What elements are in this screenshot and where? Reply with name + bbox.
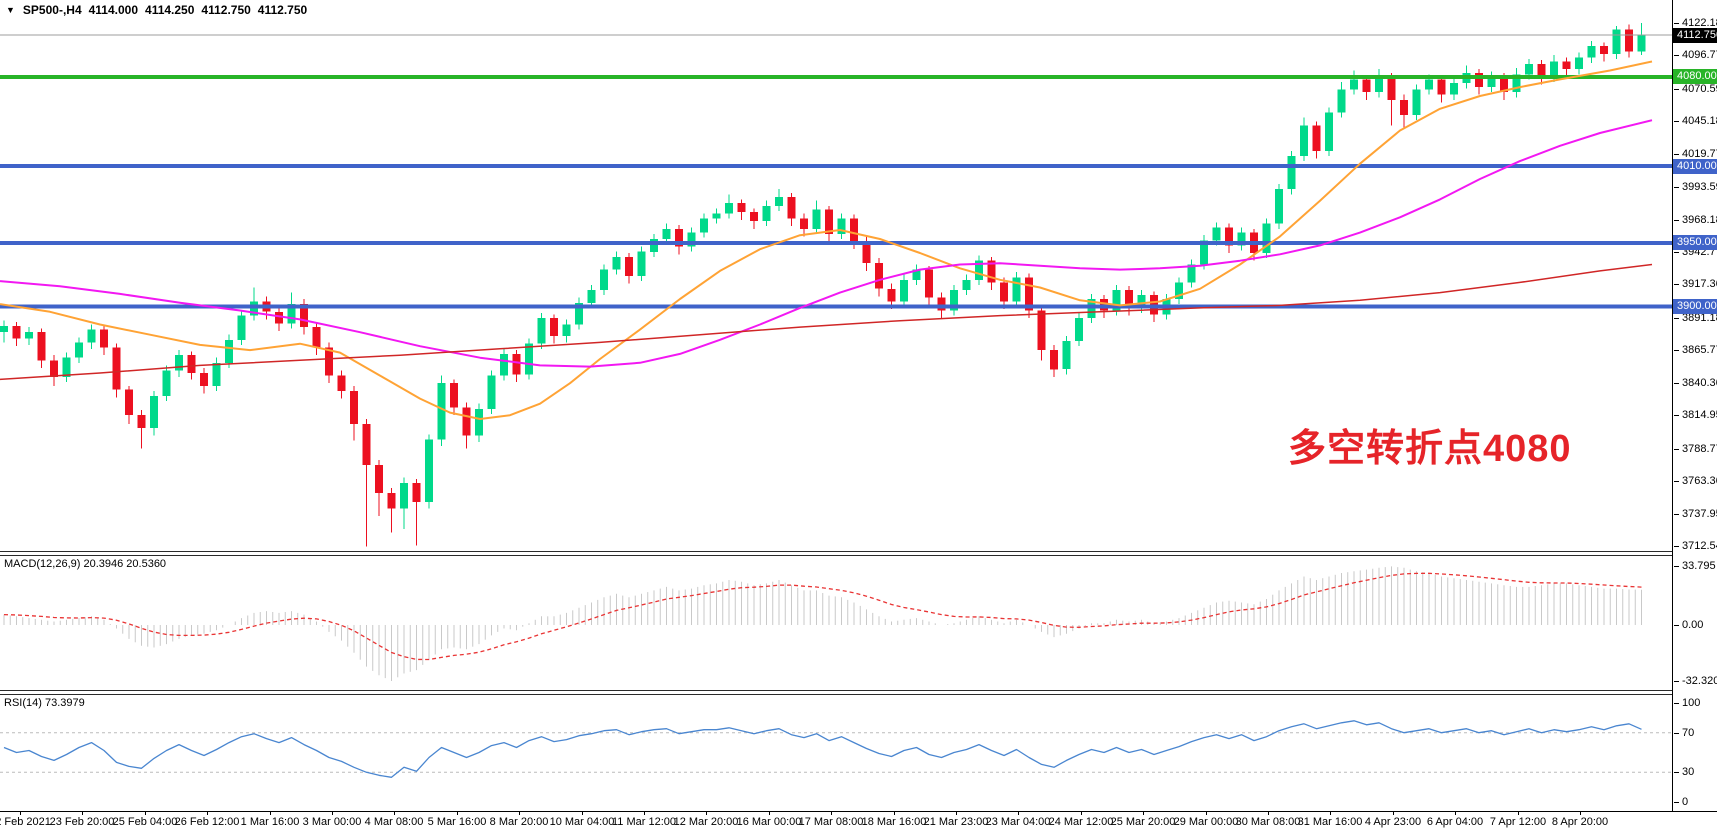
price-tick-label: 4019.770 [1674, 147, 1717, 161]
price-tick-label: 3993.590 [1674, 180, 1717, 194]
time-tick [1518, 812, 1519, 815]
time-tick [1455, 812, 1456, 815]
rsi-tick-label: 70 [1673, 727, 1695, 739]
symbol-info-bar: ▼ SP500-,H4 4114.000 4114.250 4112.750 4… [6, 2, 307, 18]
time-label: 24 Mar 12:00 [1048, 816, 1114, 828]
time-label: 31 Mar 16:00 [1297, 816, 1363, 828]
time-label: 29 Mar 00:00 [1173, 816, 1239, 828]
time-label: 10 Mar 04:00 [549, 816, 615, 828]
time-label: 23 Mar 04:00 [985, 816, 1051, 828]
price-tick-label: 3840.360 [1674, 376, 1717, 390]
macd-tick-label: 0.00 [1673, 619, 1704, 631]
time-label: 23 Feb 20:00 [49, 816, 115, 828]
time-tick [457, 812, 458, 815]
time-tick [207, 812, 208, 815]
time-tick [1330, 812, 1331, 815]
time-label: 7 Apr 12:00 [1489, 816, 1547, 828]
panel-separator[interactable] [0, 551, 1672, 556]
price-tick-label: 3763.360 [1674, 474, 1717, 488]
time-label: 3 Mar 00:00 [302, 816, 362, 828]
time-tick [706, 812, 707, 815]
time-tick [1143, 812, 1144, 815]
ohlc-close: 4112.750 [257, 3, 308, 17]
price-badge: 4080.000 [1673, 69, 1717, 84]
symbol-name: SP500-,H4 [22, 3, 82, 17]
time-label: 8 Mar 20:00 [489, 816, 549, 828]
time-tick [644, 812, 645, 815]
time-label: 5 Mar 16:00 [427, 816, 487, 828]
price-badge: 4010.000 [1673, 159, 1717, 174]
price-tick-label: 3737.950 [1674, 507, 1717, 521]
price-axis: 4122.180 4096.770 4070.590 4045.180 4019.770… [1672, 0, 1717, 812]
time-tick [1018, 812, 1019, 815]
price-badge: 3950.000 [1673, 235, 1717, 250]
time-label: 18 Mar 16:00 [861, 816, 927, 828]
price-chart[interactable] [0, 0, 1672, 556]
time-label: 17 Mar 08:00 [798, 816, 864, 828]
price-tick-label: 3968.180 [1674, 213, 1717, 227]
annotation-text: 多空转折点4080 [1288, 428, 1572, 470]
price-tick-label: 3788.770 [1674, 442, 1717, 456]
ohlc-high: 4114.250 [145, 3, 195, 17]
macd-tick-label: -32.3207 [1673, 674, 1717, 688]
rsi-indicator-chart[interactable] [0, 694, 1672, 815]
time-label: 30 Mar 08:00 [1235, 816, 1301, 828]
macd-label: MACD(12,26,9) 20.3946 20.5360 [4, 558, 167, 570]
time-label: 4 Apr 23:00 [1364, 816, 1422, 828]
time-tick [1081, 812, 1082, 815]
time-label: 16 Mar 00:00 [736, 816, 802, 828]
ohlc-open: 4114.000 [88, 3, 139, 17]
time-tick [394, 812, 395, 815]
rsi-tick-label: 30 [1673, 766, 1695, 778]
price-tick-label: 3891.180 [1674, 311, 1717, 325]
time-label: 11 Mar 12:00 [611, 816, 677, 828]
price-tick-label: 3865.770 [1674, 343, 1717, 357]
time-tick [82, 812, 83, 815]
rsi-tick-label: 0 [1673, 796, 1689, 808]
time-label: 25 Mar 20:00 [1110, 816, 1176, 828]
time-tick [894, 812, 895, 815]
time-tick [145, 812, 146, 815]
time-tick [831, 812, 832, 815]
price-badge: 3900.000 [1673, 299, 1717, 314]
time-label: 22 Feb 2021 [0, 816, 51, 828]
price-badge: 4112.750 [1673, 28, 1717, 43]
time-tick [20, 812, 21, 815]
time-tick [956, 812, 957, 815]
price-tick-label: 4070.590 [1674, 82, 1717, 96]
time-label: 12 Mar 20:00 [673, 816, 739, 828]
time-label: 6 Apr 04:00 [1426, 816, 1484, 828]
rsi-label: RSI(14) 73.3979 [4, 697, 85, 709]
time-label: 8 Apr 20:00 [1551, 816, 1609, 828]
time-tick [332, 812, 333, 815]
time-tick [1268, 812, 1269, 815]
price-tick-label: 3712.540 [1674, 539, 1717, 553]
time-label: 25 Feb 04:00 [112, 816, 178, 828]
panel-separator[interactable] [0, 690, 1672, 695]
time-tick [582, 812, 583, 815]
time-label: 26 Feb 12:00 [174, 816, 240, 828]
time-label: 21 Mar 23:00 [923, 816, 989, 828]
macd-indicator-chart[interactable] [0, 555, 1672, 695]
time-tick [769, 812, 770, 815]
price-tick-label: 4096.770 [1674, 48, 1717, 62]
price-tick-label: 3917.360 [1674, 277, 1717, 291]
macd-tick-label: 33.795 [1674, 560, 1716, 572]
rsi-tick-label: 100 [1673, 697, 1701, 709]
time-label: 1 Mar 16:00 [240, 816, 300, 828]
symbol-dropdown-icon[interactable]: ▼ [6, 5, 15, 15]
time-tick [519, 812, 520, 815]
ohlc-low: 4112.750 [201, 3, 251, 17]
price-tick-label: 4045.180 [1674, 114, 1717, 128]
price-tick-label: 4122.180 [1674, 16, 1717, 30]
time-tick [1580, 812, 1581, 815]
time-tick [270, 812, 271, 815]
time-tick [1206, 812, 1207, 815]
time-tick [1393, 812, 1394, 815]
time-label: 4 Mar 08:00 [364, 816, 424, 828]
price-tick-label: 3814.950 [1674, 408, 1717, 422]
